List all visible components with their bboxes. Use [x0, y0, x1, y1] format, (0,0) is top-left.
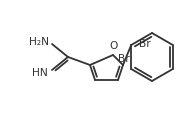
Text: Br: Br: [118, 54, 130, 64]
Text: O: O: [110, 41, 118, 51]
Text: HN: HN: [32, 68, 48, 78]
Text: H₂N: H₂N: [29, 37, 49, 47]
Text: Br: Br: [139, 39, 151, 49]
